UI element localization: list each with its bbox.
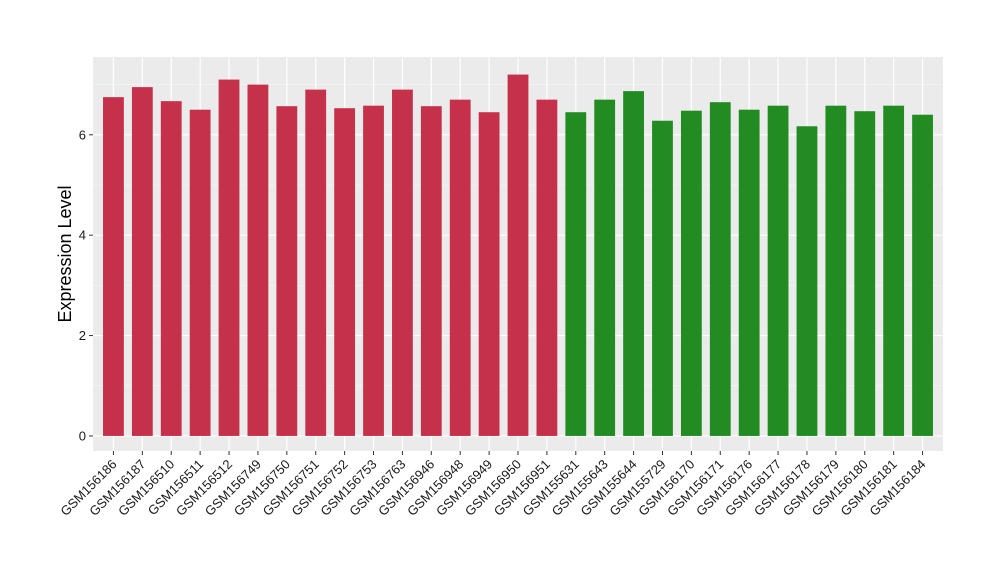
bar: [420, 106, 442, 436]
bar: [305, 89, 327, 436]
bar: [363, 105, 384, 436]
bar: [652, 120, 673, 436]
bar: [536, 99, 558, 436]
y-axis: 0 2 4 6: [79, 127, 93, 443]
bar: [883, 105, 905, 436]
bar: [767, 105, 789, 436]
bar: [449, 99, 471, 436]
bar: [189, 109, 211, 436]
bar: [623, 91, 644, 436]
bar: [160, 101, 182, 436]
y-tick-label: 2: [79, 328, 86, 343]
bar: [825, 105, 847, 436]
bar: [392, 89, 413, 436]
bar: [247, 84, 269, 436]
bar: [854, 111, 876, 436]
bar: [478, 112, 500, 436]
bar: [796, 126, 818, 436]
y-tick-label: 6: [79, 127, 86, 142]
bar: [507, 74, 529, 436]
bar: [594, 99, 616, 436]
bar: [565, 112, 587, 436]
bar: [103, 97, 124, 436]
bar: [680, 110, 702, 436]
y-tick-label: 0: [79, 428, 86, 443]
y-tick-label: 4: [79, 228, 86, 243]
bar: [131, 87, 153, 436]
x-axis: GSM156186GSM156187GSM156510GSM156511GSM1…: [57, 451, 929, 519]
y-axis-title: Expression Level: [55, 185, 75, 322]
bar: [709, 102, 731, 436]
bars: [103, 74, 933, 436]
bar: [738, 109, 760, 436]
bar: [276, 106, 298, 436]
bar: [334, 108, 356, 436]
bar: [218, 79, 240, 436]
bar: [912, 114, 933, 436]
